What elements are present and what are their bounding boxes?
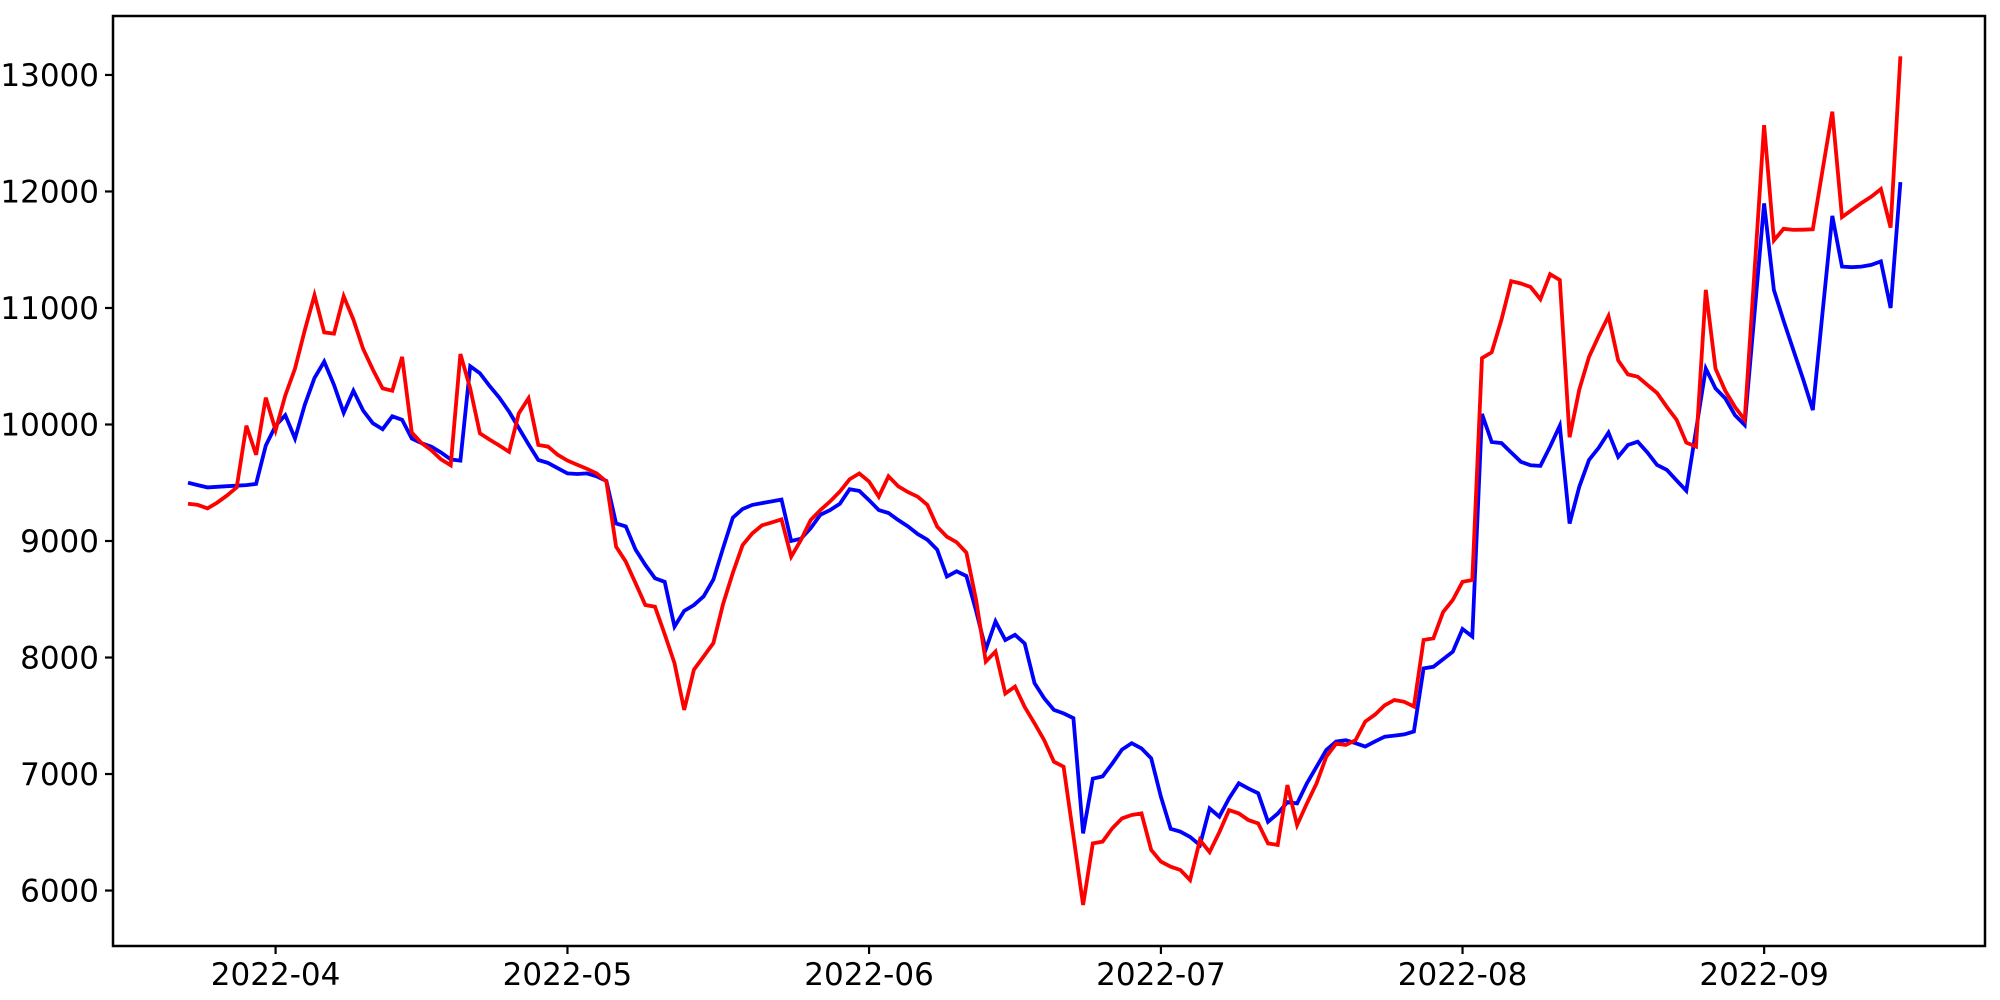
y-tick-label: 7000: [20, 757, 99, 793]
x-tick-label: 2022-09: [1699, 957, 1829, 993]
x-tick-label: 2022-06: [804, 957, 934, 993]
x-tick-label: 2022-07: [1096, 957, 1226, 993]
blue-series-line: [187, 181, 1903, 849]
y-tick-label: 8000: [20, 641, 99, 677]
plot-border: [111, 14, 1987, 948]
y-tick-label: 13000: [0, 58, 99, 94]
y-tick-label: 9000: [20, 524, 99, 560]
red-series-line: [187, 56, 1903, 906]
y-tick-label: 6000: [20, 874, 99, 910]
x-tick-label: 2022-08: [1398, 957, 1528, 993]
x-tick-label: 2022-05: [503, 957, 633, 993]
x-tick-label: 2022-04: [211, 957, 341, 993]
y-tick-label: 11000: [0, 291, 99, 327]
y-tick-label: 10000: [0, 407, 99, 443]
y-tick-label: 12000: [0, 174, 99, 210]
